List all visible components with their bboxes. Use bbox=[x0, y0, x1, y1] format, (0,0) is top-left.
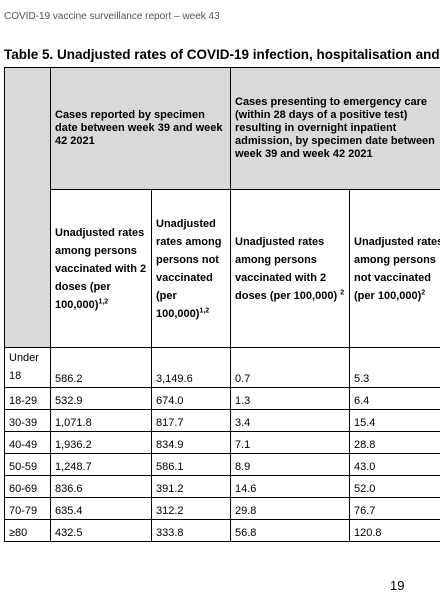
col-header-cases-not-vaccinated: Unadjusted rates among persons not vacci… bbox=[152, 190, 231, 348]
row-age-label: 30-39 bbox=[5, 410, 51, 432]
table-row: 50-59 1,248.7 586.1 8.9 43.0 bbox=[5, 454, 440, 476]
col-header-admissions-vaccinated: Unadjusted rates among persons vaccinate… bbox=[231, 190, 350, 348]
table-cell: 586.1 bbox=[152, 454, 231, 476]
table-cell: 0.7 bbox=[231, 348, 350, 388]
table-cell: 76.7 bbox=[350, 498, 440, 520]
row-age-label: Under 18 bbox=[5, 348, 51, 388]
row-age-label: 70-79 bbox=[5, 498, 51, 520]
table-cell: 52.0 bbox=[350, 476, 440, 498]
table-cell: 14.6 bbox=[231, 476, 350, 498]
table-cell: 586.2 bbox=[51, 348, 152, 388]
table-cell: 674.0 bbox=[152, 388, 231, 410]
table-cell: 817.7 bbox=[152, 410, 231, 432]
table-row: 18-29 532.9 674.0 1.3 6.4 bbox=[5, 388, 440, 410]
table-cell: 312.2 bbox=[152, 498, 231, 520]
table-cell: 28.8 bbox=[350, 432, 440, 454]
table-cell: 7.1 bbox=[231, 432, 350, 454]
table-cell: 15.4 bbox=[350, 410, 440, 432]
cases-group-header: Cases reported by specimen date between … bbox=[51, 68, 231, 190]
table-title: Table 5. Unadjusted rates of COVID-19 in… bbox=[4, 47, 440, 62]
page-number: 19 bbox=[390, 578, 404, 593]
table-row: Under 18 586.2 3,149.6 0.7 5.3 bbox=[5, 348, 440, 388]
table-row: 30-39 1,071.8 817.7 3.4 15.4 bbox=[5, 410, 440, 432]
table-row: ≥80 432.5 333.8 56.8 120.8 bbox=[5, 520, 440, 542]
table-cell: 120.8 bbox=[350, 520, 440, 542]
row-age-label: 18-29 bbox=[5, 388, 51, 410]
table-cell: 333.8 bbox=[152, 520, 231, 542]
table-cell: 834.9 bbox=[152, 432, 231, 454]
table-cell: 5.3 bbox=[350, 348, 440, 388]
corner-cell bbox=[5, 68, 51, 348]
admissions-group-header: Cases presenting to emergency care (with… bbox=[231, 68, 440, 190]
table-cell: 1,071.8 bbox=[51, 410, 152, 432]
table-cell: 1,248.7 bbox=[51, 454, 152, 476]
row-age-label: ≥80 bbox=[5, 520, 51, 542]
table-cell: 29.8 bbox=[231, 498, 350, 520]
table-cell: 8.9 bbox=[231, 454, 350, 476]
row-age-label: 50-59 bbox=[5, 454, 51, 476]
page-header: COVID-19 vaccine surveillance report – w… bbox=[4, 11, 220, 22]
table-cell: 836.6 bbox=[51, 476, 152, 498]
row-age-label: 60-69 bbox=[5, 476, 51, 498]
table-cell: 6.4 bbox=[350, 388, 440, 410]
row-age-label: 40-49 bbox=[5, 432, 51, 454]
table-cell: 432.5 bbox=[51, 520, 152, 542]
table-row: 70-79 635.4 312.2 29.8 76.7 bbox=[5, 498, 440, 520]
table-cell: 532.9 bbox=[51, 388, 152, 410]
table-cell: 3.4 bbox=[231, 410, 350, 432]
table-cell: 635.4 bbox=[51, 498, 152, 520]
table-row: 40-49 1,936.2 834.9 7.1 28.8 bbox=[5, 432, 440, 454]
rates-table: Cases reported by specimen date between … bbox=[4, 67, 440, 542]
col-header-cases-vaccinated: Unadjusted rates among persons vaccinate… bbox=[51, 190, 152, 348]
table-row: 60-69 836.6 391.2 14.6 52.0 bbox=[5, 476, 440, 498]
table-cell: 391.2 bbox=[152, 476, 231, 498]
table-cell: 3,149.6 bbox=[152, 348, 231, 388]
col-header-admissions-not-vaccinated: Unadjusted rates among persons not vacci… bbox=[350, 190, 440, 348]
table-cell: 1,936.2 bbox=[51, 432, 152, 454]
table-cell: 1.3 bbox=[231, 388, 350, 410]
table-cell: 56.8 bbox=[231, 520, 350, 542]
table-cell: 43.0 bbox=[350, 454, 440, 476]
